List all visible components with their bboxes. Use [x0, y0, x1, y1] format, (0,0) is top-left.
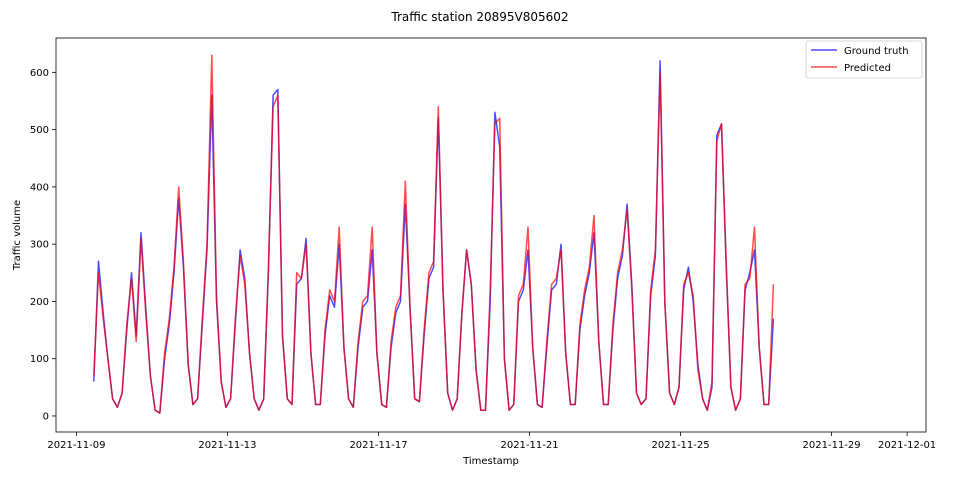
x-tick-label: 2021-11-21 [500, 440, 558, 451]
y-axis: 0 100 200 300 400 500 600 [30, 68, 56, 422]
y-tick-label: 300 [30, 240, 49, 251]
legend-label-predicted: Predicted [844, 63, 891, 74]
x-tick-label: 2021-11-13 [198, 440, 256, 451]
y-tick-label: 100 [30, 354, 49, 365]
series-line-predicted [93, 54, 775, 414]
legend-label-ground-truth: Ground truth [844, 46, 909, 57]
legend: Ground truth Predicted [805, 40, 923, 79]
plot-area [55, 37, 927, 433]
y-tick-label: 600 [30, 68, 49, 79]
x-tick-label: 2021-11-25 [652, 440, 710, 451]
y-tick-label: 200 [30, 297, 49, 308]
y-tick-label: 0 [43, 411, 49, 422]
y-tick-label: 400 [30, 182, 49, 193]
series-layer [93, 54, 775, 414]
x-tick-label: 2021-11-17 [349, 440, 407, 451]
x-tick-label: 2021-11-29 [803, 440, 861, 451]
y-tick-label: 500 [30, 125, 49, 136]
x-axis: 2021-11-09 2021-11-13 2021-11-17 2021-11-21… [47, 432, 936, 451]
x-tick-label: 2021-11-09 [47, 440, 105, 451]
x-axis-label: Timestamp [462, 456, 519, 467]
chart-title: Traffic station 20895V805602 [390, 10, 568, 24]
y-axis-label: Traffic volume [12, 200, 23, 271]
x-tick-label: 2021-12-01 [878, 440, 936, 451]
